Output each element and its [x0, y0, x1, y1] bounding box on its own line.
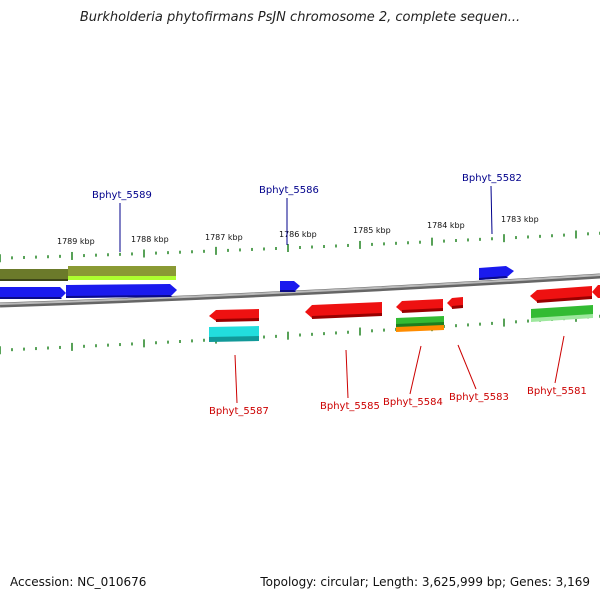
gene-label-5584[interactable]: Bphyt_5584	[383, 397, 443, 408]
gene-label-5583[interactable]: Bphyt_5583	[449, 392, 509, 403]
leader-line-5583	[457, 344, 477, 390]
chromosome-backbone-highlight	[0, 274, 600, 305]
leader-line-5581	[554, 335, 565, 384]
top-tick-track	[0, 230, 600, 263]
gene-block-green-5581[interactable]	[531, 305, 593, 322]
gene-label-5585[interactable]: Bphyt_5585	[320, 401, 380, 412]
accession-text: Accession: NC_010676	[10, 575, 147, 589]
gene-arrow-blue-left[interactable]	[0, 287, 66, 299]
bottom-tick-track	[0, 313, 600, 355]
gene-block-lightgreen-forward[interactable]	[68, 266, 176, 280]
gene-arrow-blue-5582[interactable]	[479, 266, 514, 280]
gene-label-5586[interactable]: Bphyt_5586	[259, 185, 319, 196]
scale-label-1787: 1787 kbp	[205, 233, 243, 242]
scale-label-1784: 1784 kbp	[427, 221, 465, 230]
leader-line-5582	[490, 185, 493, 235]
leader-line-5584	[409, 345, 422, 395]
scale-label-1786: 1786 kbp	[279, 230, 317, 239]
leader-line-5585	[345, 349, 349, 399]
gene-arrow-red-5584[interactable]	[396, 299, 443, 313]
scale-label-1785: 1785 kbp	[353, 226, 391, 235]
scale-label-1789: 1789 kbp	[57, 237, 95, 246]
gene-block-cyan-5587[interactable]	[209, 326, 259, 342]
map-title: Burkholderia phytofirmans PsJN chromosom…	[79, 10, 521, 25]
gene-arrow-red-5583[interactable]	[447, 297, 463, 309]
leader-line-5587	[234, 354, 238, 404]
gene-block-olive-forward[interactable]	[0, 269, 68, 281]
gene-arrow-blue-5589[interactable]	[66, 284, 177, 298]
gene-arrow-red-5587[interactable]	[209, 309, 259, 322]
genome-summary-text: Topology: circular; Length: 3,625,999 bp…	[260, 575, 590, 589]
gene-label-5582[interactable]: Bphyt_5582	[462, 173, 522, 184]
scale-label-1783: 1783 kbp	[501, 215, 539, 224]
gene-block-orange-5584[interactable]	[396, 325, 444, 332]
gene-arrow-red-5585[interactable]	[305, 302, 382, 319]
gene-label-5589[interactable]: Bphyt_5589	[92, 190, 152, 201]
scale-label-1788: 1788 kbp	[131, 235, 169, 244]
gene-label-5581[interactable]: Bphyt_5581	[527, 386, 587, 397]
gene-arrow-red-edge[interactable]	[592, 285, 600, 298]
gene-label-5587[interactable]: Bphyt_5587	[209, 406, 269, 417]
gene-arrow-red-5581[interactable]	[530, 286, 592, 303]
gene-arrow-blue-5586[interactable]	[280, 281, 300, 292]
